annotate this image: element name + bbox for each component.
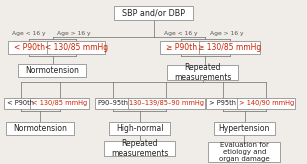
FancyBboxPatch shape — [208, 142, 281, 162]
Text: < P90th: < P90th — [14, 43, 45, 52]
FancyBboxPatch shape — [128, 98, 205, 109]
Text: P90–95th: P90–95th — [98, 100, 128, 106]
FancyBboxPatch shape — [47, 41, 105, 54]
FancyBboxPatch shape — [18, 63, 86, 77]
FancyBboxPatch shape — [206, 98, 240, 109]
FancyBboxPatch shape — [160, 41, 203, 54]
Text: Age < 16 y: Age < 16 y — [164, 31, 198, 36]
Text: 130–139/85–90 mmHg: 130–139/85–90 mmHg — [129, 100, 204, 106]
Text: Age > 16 y: Age > 16 y — [57, 31, 91, 36]
Text: Repeated
measurements: Repeated measurements — [111, 139, 168, 158]
FancyBboxPatch shape — [199, 41, 260, 54]
Text: Normotension: Normotension — [25, 66, 79, 74]
FancyBboxPatch shape — [104, 141, 175, 156]
Text: > 140/90 mmHg: > 140/90 mmHg — [239, 100, 294, 106]
FancyBboxPatch shape — [214, 122, 275, 135]
FancyBboxPatch shape — [6, 122, 74, 135]
Text: Evaluation for
etiology and
organ damage: Evaluation for etiology and organ damage — [219, 142, 270, 162]
FancyBboxPatch shape — [95, 98, 131, 109]
FancyBboxPatch shape — [167, 65, 238, 80]
Text: High-normal: High-normal — [116, 124, 163, 133]
Text: > P95th: > P95th — [209, 100, 236, 106]
FancyBboxPatch shape — [237, 98, 295, 109]
Text: ≥ P90th: ≥ P90th — [165, 43, 197, 52]
Text: ≥ 130/85 mmHg: ≥ 130/85 mmHg — [198, 43, 261, 52]
Text: Hypertension: Hypertension — [219, 124, 270, 133]
Text: Age > 16 y: Age > 16 y — [210, 31, 244, 36]
Text: < 130/85 mmHg: < 130/85 mmHg — [45, 43, 108, 52]
Text: SBP and/or DBP: SBP and/or DBP — [122, 9, 185, 18]
Text: < 130/85 mmHg: < 130/85 mmHg — [32, 100, 87, 106]
FancyBboxPatch shape — [109, 122, 170, 135]
Text: Age < 16 y: Age < 16 y — [12, 31, 46, 36]
Text: < P90th: < P90th — [7, 100, 34, 106]
FancyBboxPatch shape — [8, 41, 51, 54]
Text: Repeated
measurements: Repeated measurements — [174, 63, 231, 82]
FancyBboxPatch shape — [114, 6, 193, 20]
FancyBboxPatch shape — [30, 98, 89, 109]
FancyBboxPatch shape — [4, 98, 38, 109]
Text: Normotension: Normotension — [13, 124, 67, 133]
